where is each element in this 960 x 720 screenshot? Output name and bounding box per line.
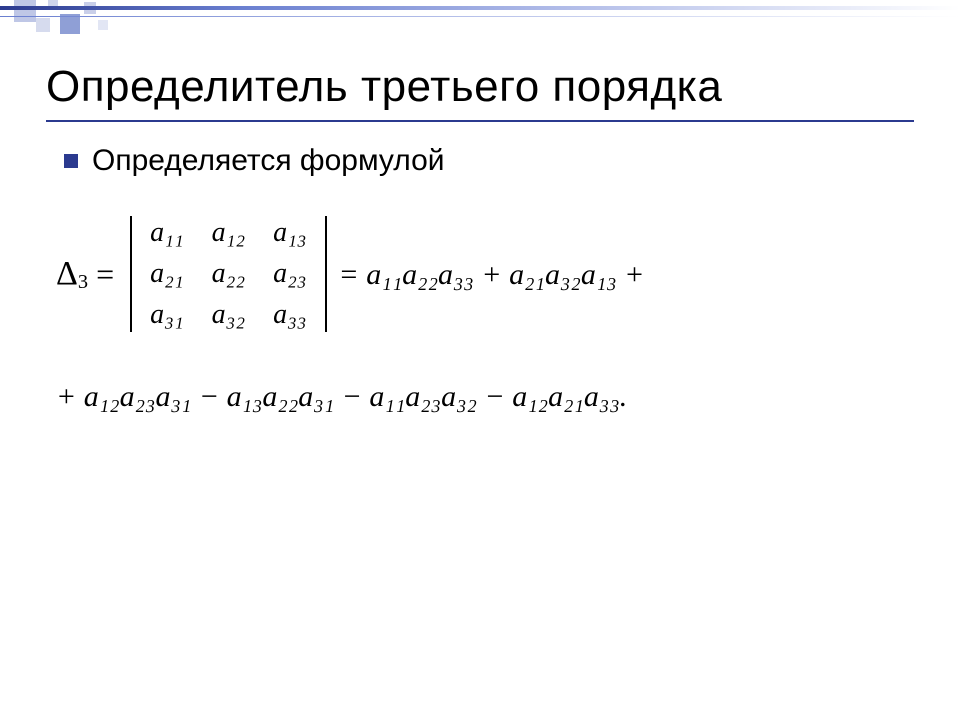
matrix-cell: a₂₁ (150, 259, 183, 290)
deco-square (60, 14, 80, 34)
expansion-part-2: + a₁₂a₂₃a₃₁ − a₁₃a₂₂a₃₁ − a₁₁a₂₃a₃₂ − a₁… (56, 380, 914, 413)
deco-square (14, 0, 36, 22)
determinant: a₁₁ a₁₂ a₁₃ a₂₁ a₂₂ a₂₃ a₃₁ a₃₂ a₃₃ (130, 212, 326, 336)
bullet-text: Определяется формулой (92, 144, 445, 178)
formula-row-1: Δ3 = a₁₁ a₁₂ a₁₃ a₂₁ a₂₂ a₂₃ a₃₁ a₃₂ a₃₃ (56, 212, 914, 336)
title-underline (46, 120, 914, 122)
delta-subscript: 3 (78, 271, 88, 293)
deco-gradient-bar-thin (0, 16, 960, 17)
deco-gradient-bar (0, 6, 960, 10)
matrix-cell: a₁₁ (150, 218, 183, 249)
matrix-cell: a₂₃ (273, 259, 306, 290)
matrix-cell: a₁₃ (273, 218, 306, 249)
deco-square (36, 18, 50, 32)
expansion-part-1: = a₁₁a₂₂a₃₃ + a₂₁a₃₂a₁₃ + (339, 258, 645, 291)
det-right-bar (325, 216, 327, 332)
matrix-cell: a₂₂ (212, 259, 245, 290)
delta-symbol: Δ3 (56, 255, 88, 293)
matrix-cell: a₃₃ (273, 300, 306, 331)
equals-sign: = (96, 257, 114, 292)
delta-letter: Δ (56, 255, 78, 292)
bullet-icon (64, 154, 78, 168)
math-formula: Δ3 = a₁₁ a₁₂ a₁₃ a₂₁ a₂₂ a₂₃ a₃₁ a₃₂ a₃₃ (46, 212, 914, 413)
decorative-top-bar (0, 0, 960, 36)
matrix-cell: a₃₂ (212, 300, 245, 331)
bullet-line: Определяется формулой (64, 144, 914, 178)
slide-title: Определитель третьего порядка (46, 62, 914, 112)
slide-body: Определитель третьего порядка Определяет… (0, 36, 960, 413)
matrix-cell: a₁₂ (212, 218, 245, 249)
deco-square (98, 20, 108, 30)
matrix-3x3: a₁₁ a₁₂ a₁₃ a₂₁ a₂₂ a₂₃ a₃₁ a₃₂ a₃₃ (132, 212, 324, 336)
matrix-cell: a₃₁ (150, 300, 183, 331)
